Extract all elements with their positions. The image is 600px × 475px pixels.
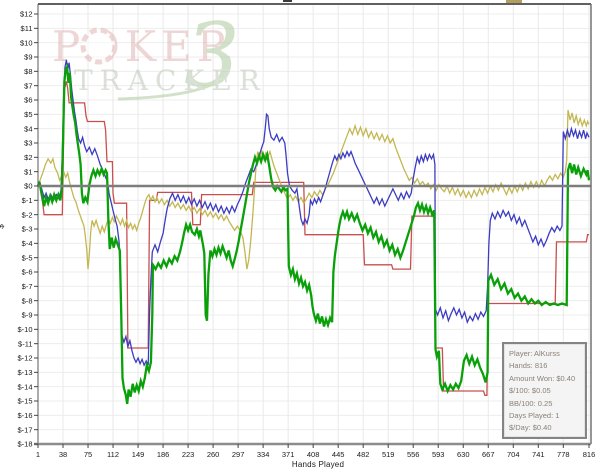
x-tick-label: 149 <box>132 450 145 459</box>
stats-line: $/Day: $0.40 <box>509 423 552 433</box>
cropped-title-fragment <box>506 0 522 3</box>
series-red-line <box>37 79 589 396</box>
y-tick-label: $-2 <box>22 210 33 219</box>
y-tick-label: $7 <box>24 81 32 90</box>
y-tick-label: $-18 <box>17 440 32 449</box>
y-tick-label: $2 <box>24 153 32 162</box>
y-tick-label: $-9 <box>22 311 33 320</box>
series-olive-line <box>37 109 590 270</box>
y-tick-label: $-13 <box>17 368 32 377</box>
y-tick-label: $-3 <box>22 225 33 234</box>
y-tick-label: $-11 <box>18 339 32 348</box>
watermark-swoosh <box>117 55 232 101</box>
x-tick-label: 186 <box>157 450 170 459</box>
stats-line: Hands: 816 <box>509 361 548 371</box>
x-tick-label: 223 <box>182 450 195 459</box>
x-tick-label: 445 <box>332 450 345 459</box>
y-tick-label: $-7 <box>22 282 33 291</box>
y-tick-label: $12 <box>20 10 33 19</box>
stats-line: BB/100: 0.25 <box>509 398 553 408</box>
stats-line: Amount Won: $0.40 <box>509 373 576 383</box>
y-tick-label: $0 <box>24 182 32 191</box>
y-tick-label: $-14 <box>17 382 32 391</box>
pokertracker-watermark: POKER 3 TRACKER <box>52 4 267 107</box>
stats-line: $/100: $0.05 <box>509 386 551 396</box>
y-tick-label: $4 <box>24 124 32 133</box>
poker-chip-icon <box>80 27 118 65</box>
y-tick-label: $-17 <box>17 425 32 434</box>
y-tick-label: $-16 <box>17 411 32 420</box>
x-tick-label: 297 <box>232 450 245 459</box>
x-tick-label: 1 <box>36 450 40 459</box>
x-tick-label: 704 <box>507 450 520 459</box>
y-tick-label: $3 <box>24 139 32 148</box>
watermark-tracker-text: TRACKER <box>74 64 267 97</box>
y-tick-label: $-10 <box>17 325 32 334</box>
x-tick-label: 593 <box>432 450 445 459</box>
y-tick-label: $-12 <box>17 354 32 363</box>
x-tick-label: 75 <box>84 450 92 459</box>
y-tick-label: $5 <box>24 110 32 119</box>
x-tick-label: 482 <box>357 450 370 459</box>
y-axis-title: $ <box>0 224 6 228</box>
x-tick-label: 741 <box>532 450 545 459</box>
stats-line: Player: AlKurss <box>509 349 560 358</box>
session-stats-box: Player: AlKurss Hands: 816 Amount Won: $0.… <box>502 342 587 439</box>
y-tick-label: $9 <box>24 53 32 62</box>
stats-line: Days Played: 1 <box>509 411 560 421</box>
y-tick-label: $-5 <box>22 253 33 262</box>
y-tick-label: $8 <box>24 67 32 76</box>
x-tick-label: 778 <box>557 450 570 459</box>
y-tick-label: $-8 <box>22 296 33 305</box>
x-tick-label: 334 <box>257 450 270 459</box>
y-tick-label: $11 <box>21 24 33 33</box>
series-blue-line <box>37 59 590 367</box>
x-tick-label: 38 <box>59 450 67 459</box>
x-tick-label: 519 <box>382 450 395 459</box>
axes-and-ticks: $12 $11 $10 $9 $8 $7 $6 $5 $4 $3 $2 $1 $0 $-1 $-2 $-3 $-… <box>17 3 596 459</box>
x-axis-title: Hands Played <box>291 460 345 469</box>
x-tick-label: 371 <box>282 450 295 459</box>
y-tick-label: $6 <box>24 96 32 105</box>
x-tick-label: 816 <box>583 450 596 459</box>
x-tick-label: 408 <box>307 450 320 459</box>
y-tick-label: $-1 <box>22 196 33 205</box>
y-tick-label: $1 <box>24 167 32 176</box>
x-tick-label: 112 <box>107 450 119 459</box>
y-tick-label: $-4 <box>22 239 33 248</box>
y-tick-label: $-15 <box>17 397 32 406</box>
y-tick-label: $-6 <box>22 268 33 277</box>
x-tick-label: 556 <box>407 450 420 459</box>
x-tick-label: 630 <box>457 450 470 459</box>
x-tick-label: 667 <box>482 450 495 459</box>
x-tick-label: 260 <box>207 450 220 459</box>
cropped-title-fragment <box>283 0 292 2</box>
y-tick-label: $10 <box>20 38 33 47</box>
